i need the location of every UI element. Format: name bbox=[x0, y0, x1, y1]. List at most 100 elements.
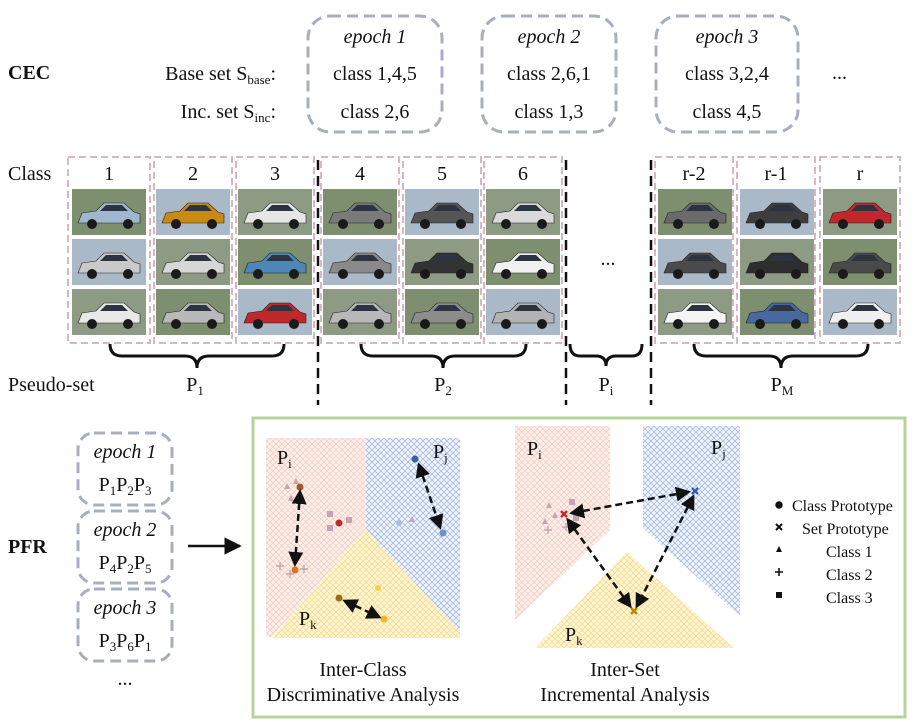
pfr-epoch-box-2 bbox=[76, 509, 174, 585]
inter-class-plot bbox=[266, 438, 460, 638]
car-wheel bbox=[87, 219, 97, 229]
pfr-epoch-3-title: epoch 3 bbox=[93, 597, 157, 619]
car-wheel bbox=[123, 319, 133, 329]
set-separators bbox=[316, 160, 653, 405]
class-boxes bbox=[67, 156, 901, 344]
car-window bbox=[266, 205, 294, 211]
inter-set-plot bbox=[515, 426, 740, 648]
right-region-pj-label: Pj bbox=[711, 437, 726, 461]
legend-class-1: Class 1 bbox=[826, 544, 873, 561]
cec-epoch-2-base: class 2,6,1 bbox=[507, 63, 591, 85]
car-window bbox=[184, 205, 212, 211]
car-window bbox=[433, 205, 461, 211]
class-col-r-2: r-2 bbox=[682, 163, 706, 185]
left-region-pk-label: Pk bbox=[299, 608, 317, 632]
car-wheel bbox=[709, 269, 719, 279]
car-wheel bbox=[171, 319, 181, 329]
car-wheel bbox=[791, 219, 801, 229]
class-box-3 bbox=[235, 156, 315, 344]
class-col-r-1: r-1 bbox=[764, 163, 788, 185]
legend-cross-icon bbox=[775, 523, 783, 531]
class3-point bbox=[573, 515, 579, 521]
class-prototype bbox=[396, 520, 402, 526]
car-window bbox=[514, 205, 542, 211]
cec-epoch-2-inc: class 1,3 bbox=[514, 101, 584, 123]
car-window bbox=[351, 205, 379, 211]
region-pk-right bbox=[535, 552, 734, 648]
inter-set-caption-2: Incremental Analysis bbox=[540, 684, 710, 706]
left-region-pi-label: Pi bbox=[277, 447, 292, 471]
cec-epoch-3-inc: class 4,5 bbox=[692, 101, 762, 123]
car-window bbox=[184, 305, 212, 311]
region-pi-right bbox=[515, 426, 610, 620]
pfr-epoch-3-sets: P3P6P1 bbox=[98, 630, 152, 654]
brace-pi bbox=[568, 343, 644, 367]
car-wheel bbox=[207, 219, 217, 229]
class-col-6: 6 bbox=[518, 163, 528, 185]
car-wheel bbox=[374, 269, 384, 279]
brace-p1 bbox=[108, 343, 286, 369]
car-wheel bbox=[87, 269, 97, 279]
pseudo-set-pi: Pi bbox=[598, 374, 614, 398]
legend-class-2: Class 2 bbox=[826, 567, 873, 584]
legend-class-3: Class 3 bbox=[826, 590, 873, 607]
car-wheel bbox=[537, 269, 547, 279]
car-window bbox=[768, 305, 796, 311]
car-window bbox=[266, 255, 294, 261]
car-wheel bbox=[123, 269, 133, 279]
brace-pm bbox=[692, 343, 870, 369]
car-wheel bbox=[709, 319, 719, 329]
car-wheel bbox=[123, 219, 133, 229]
class1-point bbox=[284, 483, 290, 489]
class3-point bbox=[569, 499, 575, 505]
inter-class-caption-1: Inter-Class bbox=[319, 659, 407, 681]
car-wheel bbox=[253, 269, 263, 279]
car-window bbox=[100, 205, 128, 211]
car-wheel bbox=[338, 219, 348, 229]
legend-triangle-icon bbox=[776, 546, 782, 552]
pseudo-set-p1: P1 bbox=[186, 374, 204, 398]
car-wheel bbox=[374, 319, 384, 329]
inter-class-caption-2: Discriminative Analysis bbox=[266, 684, 460, 706]
class-prototype bbox=[291, 566, 299, 574]
class-box-5 bbox=[402, 156, 482, 344]
car-wheel bbox=[420, 219, 430, 229]
cec-epoch-3-base: class 3,2,4 bbox=[685, 63, 769, 85]
car-wheel bbox=[456, 269, 466, 279]
class-col-1: 1 bbox=[104, 163, 114, 185]
car-wheel bbox=[501, 219, 511, 229]
cec-epoch-boxes bbox=[306, 14, 800, 134]
cec-epoch-1-inc: class 2,6 bbox=[340, 101, 410, 123]
car-window bbox=[851, 255, 879, 261]
pseudo-set-label: Pseudo-set bbox=[8, 374, 95, 396]
pfr-epoch-1-sets: P1P2P3 bbox=[98, 474, 152, 498]
class2-point bbox=[276, 562, 284, 570]
legend-set-prototype: Set Prototype bbox=[802, 521, 889, 538]
class-col-4: 4 bbox=[355, 163, 365, 185]
car-wheel bbox=[874, 219, 884, 229]
cec-epoch-box-1 bbox=[306, 14, 444, 134]
class-box-2 bbox=[153, 156, 233, 344]
legend-class-prototype: Class Prototype bbox=[792, 498, 893, 515]
class1-point bbox=[546, 502, 552, 508]
class1-point bbox=[542, 518, 548, 524]
set-prototype bbox=[630, 607, 638, 615]
inter-set-arrow bbox=[635, 494, 695, 609]
base-set-label: Base set Sbase: bbox=[165, 63, 276, 87]
class-box-r bbox=[819, 156, 901, 344]
pfr-epoch-box-3 bbox=[76, 587, 174, 663]
car-wheel bbox=[289, 219, 299, 229]
class2-point bbox=[286, 570, 294, 578]
class-col-3: 3 bbox=[270, 163, 280, 185]
car-window bbox=[686, 305, 714, 311]
car-wheel bbox=[755, 319, 765, 329]
class-prototype bbox=[335, 594, 343, 602]
car-window bbox=[351, 255, 379, 261]
class-col-2: 2 bbox=[188, 163, 198, 185]
car-wheel bbox=[207, 319, 217, 329]
pseudo-set-pm: PM bbox=[770, 374, 794, 398]
car-wheel bbox=[709, 219, 719, 229]
inc-set-label: Inc. set Sinc: bbox=[180, 101, 276, 125]
car-wheel bbox=[456, 219, 466, 229]
